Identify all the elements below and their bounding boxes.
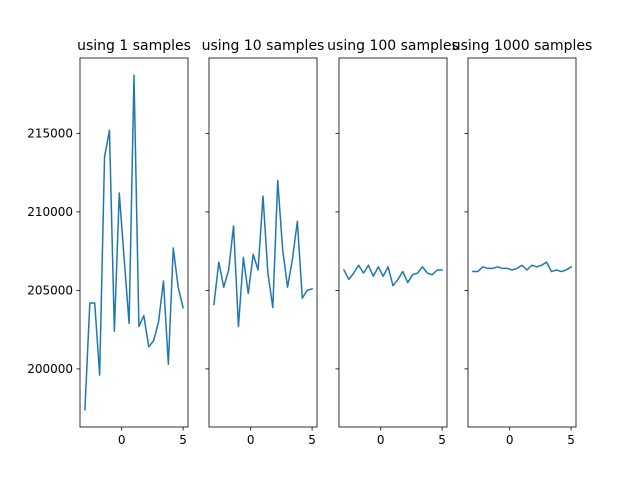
axes-frame <box>79 57 189 428</box>
subplot-title: using 10 samples <box>202 38 325 54</box>
subplot-4: 0 5 using 1000 samples <box>452 38 593 447</box>
series-line <box>342 264 443 287</box>
y-tick-label: 210000 <box>27 205 73 219</box>
x-tick-label: 0 <box>377 433 385 447</box>
series-line <box>213 179 314 328</box>
subplots: 0 5 200000 205000 210000 215000 using 1 sample… <box>27 38 592 447</box>
y-tick-label: 215000 <box>27 127 73 141</box>
y-tick-label: 205000 <box>27 284 73 298</box>
x-tick-label: 5 <box>308 433 316 447</box>
series-line <box>84 74 184 411</box>
subplot-1: 0 5 200000 205000 210000 215000 using 1 sample… <box>27 38 191 447</box>
subplot-title: using 1000 samples <box>452 38 593 54</box>
subplot-title: using 1 samples <box>77 38 191 54</box>
subplot-3: 0 5 using 100 samples <box>327 38 459 447</box>
y-tick-label: 200000 <box>27 362 73 376</box>
x-tick-label: 0 <box>247 433 255 447</box>
x-tick-label: 0 <box>118 433 126 447</box>
axes-frame <box>338 57 448 428</box>
x-tick-label: 5 <box>179 433 187 447</box>
subplot-title: using 100 samples <box>327 38 459 54</box>
subplot-2: 0 5 using 10 samples <box>202 38 325 447</box>
series-line <box>472 261 573 273</box>
axes-frame <box>467 57 577 428</box>
x-tick-label: 5 <box>567 433 575 447</box>
x-tick-label: 5 <box>438 433 446 447</box>
axes-frame <box>208 57 318 428</box>
x-tick-label: 0 <box>506 433 514 447</box>
